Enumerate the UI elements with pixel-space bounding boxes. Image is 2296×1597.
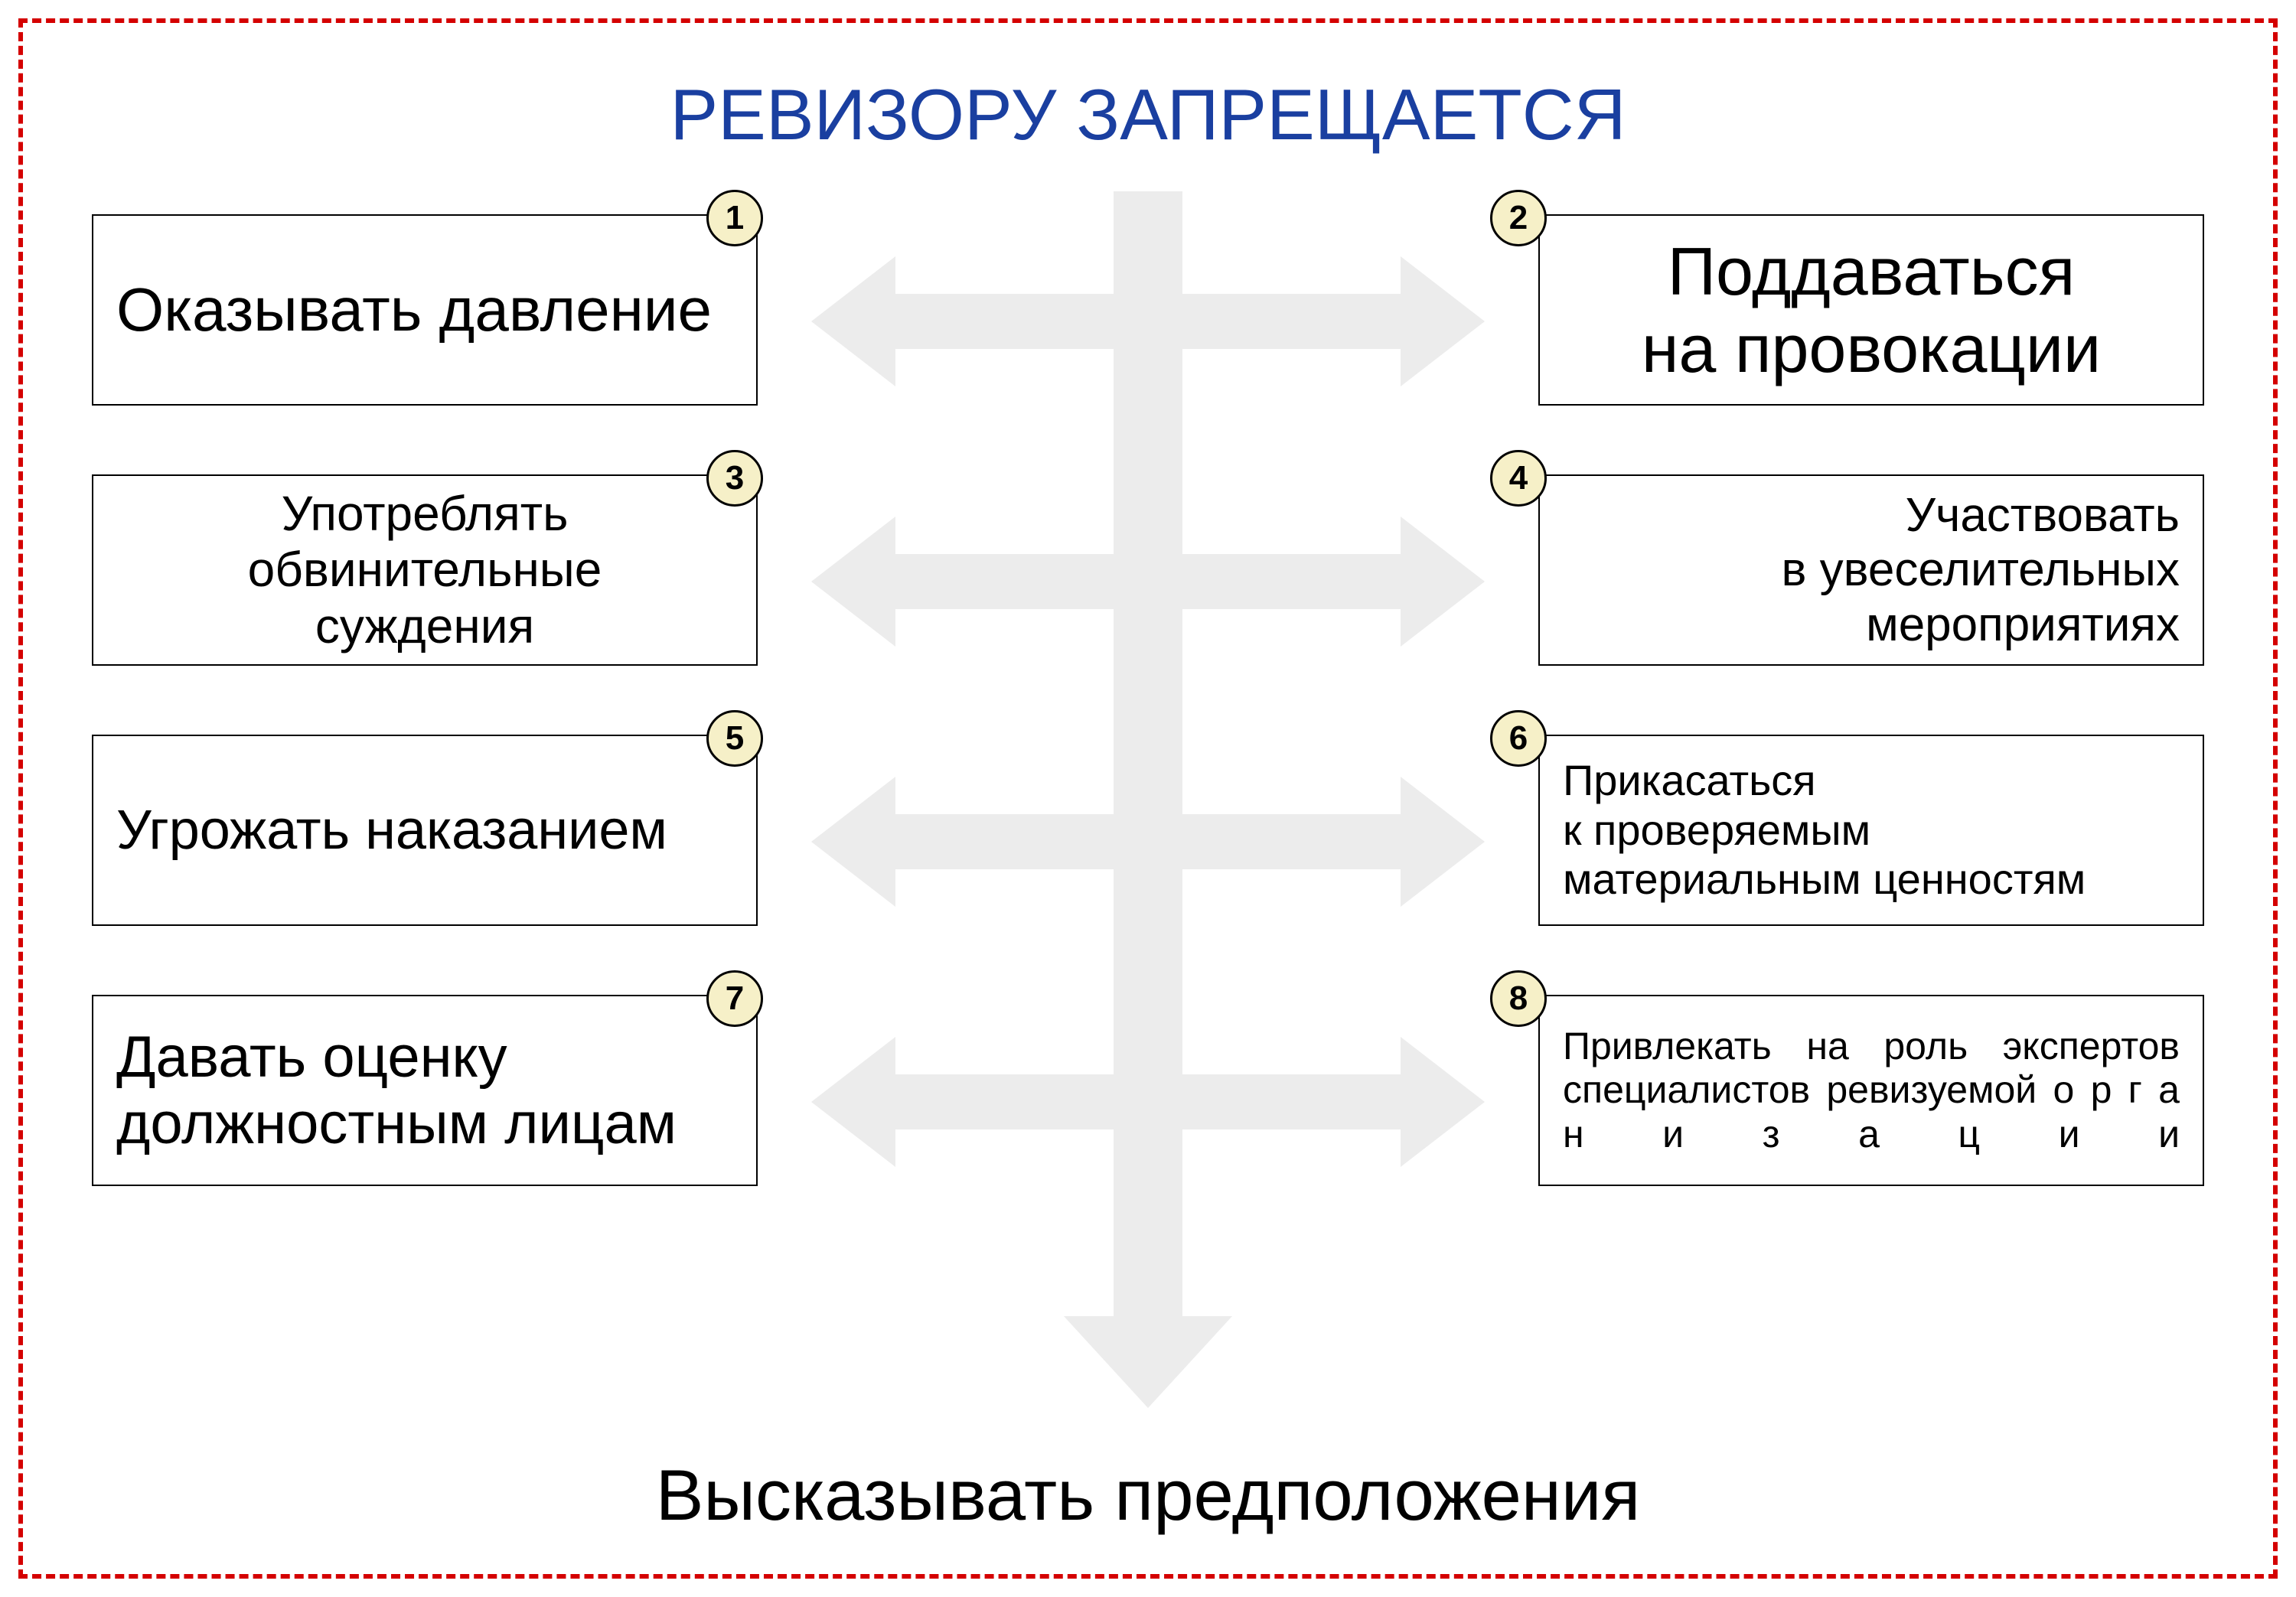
spine-arrow-head [1064, 1316, 1232, 1408]
badge-2: 2 [1490, 190, 1547, 246]
cross-arrow-head-left-2 [811, 517, 895, 647]
badge-5: 5 [706, 710, 763, 767]
page-title: РЕВИЗОРУ ЗАПРЕЩАЕТСЯ [0, 73, 2296, 156]
cross-arrow-shaft-4 [895, 1074, 1401, 1129]
cross-arrow-shaft-3 [895, 814, 1401, 869]
badge-3: 3 [706, 450, 763, 507]
box-3: Употреблять обвинительные суждения [92, 474, 758, 666]
box-8-text: Привлекать на роль экспертов специалисто… [1563, 1025, 2180, 1157]
box-3-text: Употреблять обвинительные суждения [248, 486, 602, 655]
spine-arrow-shaft [1114, 191, 1182, 1316]
box-5: Угрожать наказанием [92, 735, 758, 926]
box-7-text: Давать оценку должностным лицам [116, 1024, 677, 1158]
badge-7: 7 [706, 970, 763, 1027]
cross-arrow-head-left-4 [811, 1037, 895, 1167]
badge-4: 4 [1490, 450, 1547, 507]
badge-1: 1 [706, 190, 763, 246]
box-2: Поддаваться на провокации [1538, 214, 2204, 406]
box-5-text: Угрожать наказанием [116, 799, 667, 862]
cross-arrow-head-left-1 [811, 256, 895, 386]
box-4: Участвовать в увеселительных мероприятия… [1538, 474, 2204, 666]
cross-arrow-head-right-4 [1401, 1037, 1485, 1167]
bottom-text: Высказывать предположения [0, 1454, 2296, 1537]
badge-6: 6 [1490, 710, 1547, 767]
cross-arrow-head-right-1 [1401, 256, 1485, 386]
box-6: Прикасаться к проверяемым материальным ц… [1538, 735, 2204, 926]
box-8: Привлекать на роль экспертов специалисто… [1538, 995, 2204, 1186]
box-7: Давать оценку должностным лицам [92, 995, 758, 1186]
box-6-text: Прикасаться к проверяемым материальным ц… [1563, 756, 2086, 904]
cross-arrow-head-right-3 [1401, 777, 1485, 907]
cross-arrow-shaft-2 [895, 554, 1401, 609]
box-4-text: Участвовать в увеселительных мероприятия… [1781, 488, 2180, 652]
diagram-page: РЕВИЗОРУ ЗАПРЕЩАЕТСЯ Оказывать давление 1 У… [0, 0, 2296, 1597]
box-1: Оказывать давление [92, 214, 758, 406]
box-1-text: Оказывать давление [116, 275, 712, 345]
badge-8: 8 [1490, 970, 1547, 1027]
cross-arrow-head-left-3 [811, 777, 895, 907]
cross-arrow-head-right-2 [1401, 517, 1485, 647]
cross-arrow-shaft-1 [895, 294, 1401, 349]
box-2-text: Поддаваться на провокации [1642, 233, 2101, 387]
